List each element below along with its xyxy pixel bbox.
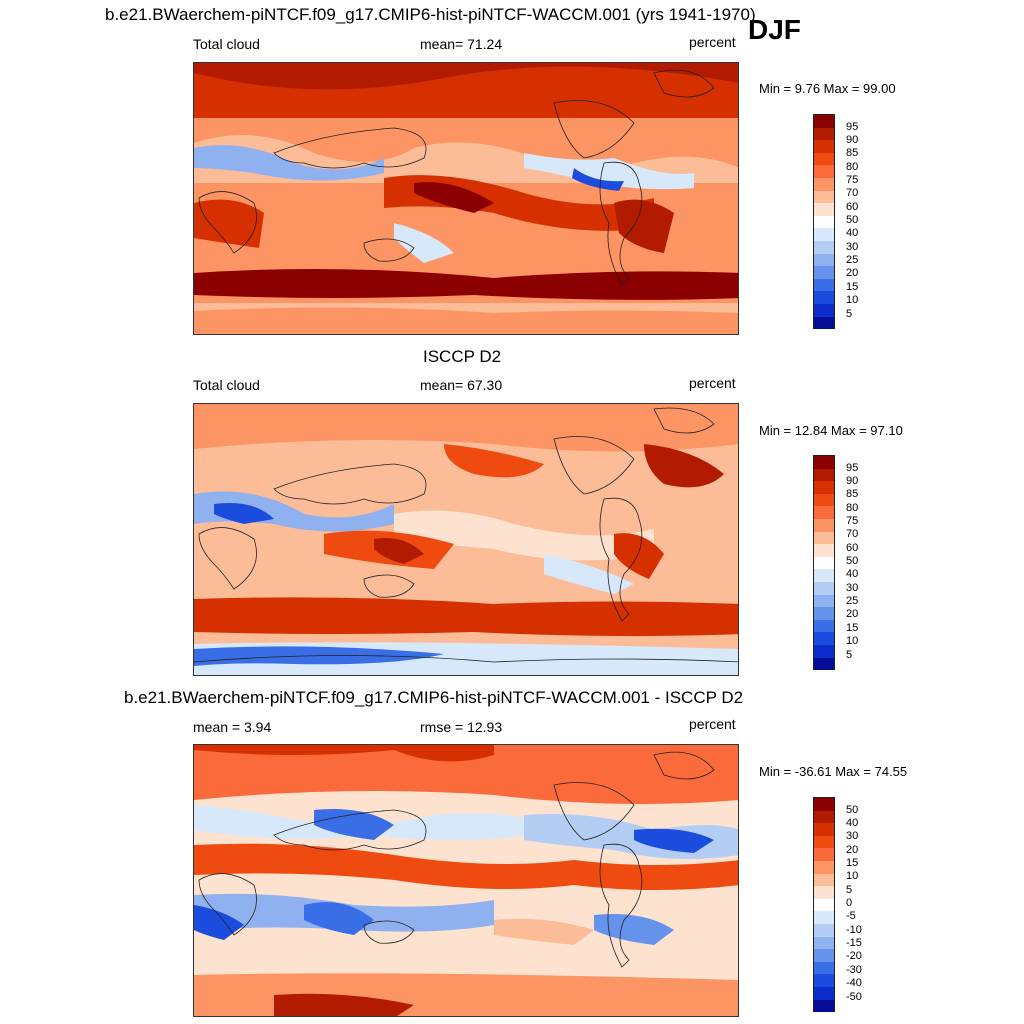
panel2-tick: 85 [846, 488, 859, 500]
panel1-minmax: Min = 9.76 Max = 99.00 [759, 81, 896, 96]
panel3-tick: 0 [846, 897, 853, 909]
panel2-colorbar [813, 455, 835, 671]
panel3-tick: 5 [846, 884, 853, 896]
panel2-tick: 25 [846, 595, 859, 607]
panel1-variable-label: Total cloud [193, 36, 260, 52]
panel2-tick: 60 [846, 542, 859, 554]
panel2-minmax: Min = 12.84 Max = 97.10 [759, 423, 903, 438]
panel1-colorbar [813, 114, 835, 330]
panel1-unit-label: percent [689, 34, 736, 50]
panel2-tick: 95 [846, 462, 859, 474]
panel1-mean-label: mean= 71.24 [420, 36, 503, 52]
panel1-tick: 50 [846, 214, 859, 226]
panel1-title: b.e21.BWaerchem-piNTCF.f09_g17.CMIP6-his… [105, 5, 756, 24]
panel3-tick: -5 [846, 910, 856, 922]
panel1-tick: 60 [846, 201, 859, 213]
panel1-tick: 90 [846, 134, 859, 146]
panel2-tick: 75 [846, 515, 859, 527]
panel1-tick: 15 [846, 281, 859, 293]
panel1-tick: 25 [846, 254, 859, 266]
panel3-unit-label: percent [689, 716, 736, 732]
panel2-tick: 70 [846, 528, 859, 540]
panel1-tick: 30 [846, 241, 859, 253]
panel2-tick: 50 [846, 555, 859, 567]
panel1-tick: 10 [846, 294, 859, 306]
panel1-tick: 5 [846, 308, 853, 320]
panel2-map-field [194, 404, 738, 675]
panel3-tick: -30 [846, 964, 862, 976]
panel2-tick: 30 [846, 582, 859, 594]
panel3-tick: -50 [846, 991, 862, 1003]
panel1-tick: 40 [846, 227, 859, 239]
panel2-mean-label: mean= 67.30 [420, 377, 503, 393]
panel3-tick: 20 [846, 844, 859, 856]
panel3-tick: 10 [846, 870, 859, 882]
panel2-title: ISCCP D2 [423, 347, 502, 366]
panel3-tick: 40 [846, 817, 859, 829]
panel3-rmse-label: rmse = 12.93 [420, 719, 503, 735]
panel3-map-field [194, 745, 738, 1016]
panel3-mean-label: mean = 3.94 [193, 719, 272, 735]
panel3-map [193, 744, 739, 1017]
panel3-tick: -15 [846, 937, 862, 949]
panel3-colorbar [813, 797, 835, 1013]
panel2-tick: 5 [846, 649, 853, 661]
panel1-tick: 70 [846, 187, 859, 199]
panel1-tick: 85 [846, 147, 859, 159]
panel2-tick: 40 [846, 568, 859, 580]
panel3-tick: -10 [846, 924, 862, 936]
panel2-tick: 15 [846, 622, 859, 634]
panel2-map [193, 403, 739, 676]
panel1-map-field [194, 63, 738, 334]
season-label: DJF [748, 14, 801, 45]
panel3-title: b.e21.BWaerchem-piNTCF.f09_g17.CMIP6-his… [124, 688, 744, 707]
panel2-variable-label: Total cloud [193, 377, 260, 393]
panel1-tick: 75 [846, 174, 859, 186]
panel2-tick: 90 [846, 475, 859, 487]
panel2-tick: 20 [846, 608, 859, 620]
panel3-tick: 50 [846, 804, 859, 816]
panel3-tick: -40 [846, 977, 862, 989]
panel2-unit-label: percent [689, 375, 736, 391]
panel3-tick: 15 [846, 857, 859, 869]
panel1-tick: 80 [846, 161, 859, 173]
panel1-tick: 95 [846, 121, 859, 133]
panel3-tick: -20 [846, 950, 862, 962]
panel3-tick: 30 [846, 830, 859, 842]
panel1-tick: 20 [846, 267, 859, 279]
panel3-minmax: Min = -36.61 Max = 74.55 [759, 764, 908, 779]
panel2-tick: 80 [846, 502, 859, 514]
panel2-tick: 10 [846, 635, 859, 647]
panel1-map [193, 62, 739, 335]
